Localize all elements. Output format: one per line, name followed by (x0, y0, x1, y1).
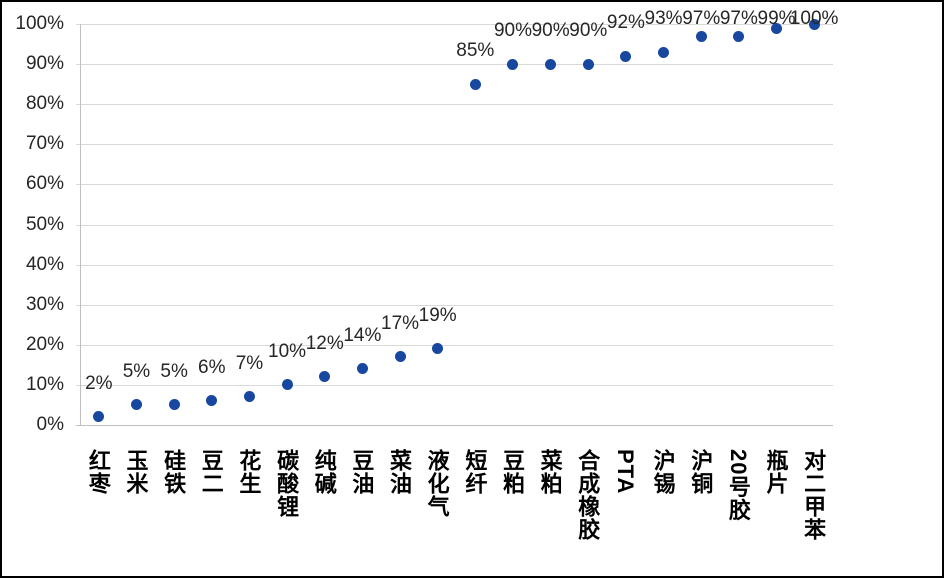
x-category-label: PTA (612, 449, 638, 495)
x-category-label: 碳酸锂 (274, 449, 300, 518)
data-point-label: 7% (235, 352, 264, 374)
data-point-label: 92% (606, 12, 645, 34)
x-category-label: 菜油 (387, 449, 413, 495)
gridline (76, 344, 833, 346)
y-tick-label: 70% (25, 133, 64, 155)
data-point (620, 50, 632, 62)
gridline (76, 384, 833, 386)
y-tick-label: 30% (25, 293, 64, 315)
data-point (206, 395, 218, 407)
x-category-label: 豆粕 (499, 449, 525, 495)
data-point-label: 17% (381, 312, 420, 334)
gridline (76, 24, 833, 25)
data-point-label: 90% (493, 20, 532, 42)
x-axis-line (76, 425, 833, 426)
data-point (243, 391, 255, 403)
data-point-label: 6% (198, 356, 226, 378)
y-tick-label: 40% (25, 253, 64, 275)
y-tick-label: 100% (15, 13, 64, 34)
gridline (76, 264, 833, 266)
data-point-label: 97% (682, 8, 721, 29)
y-tick-label: 60% (25, 173, 64, 195)
data-point-label: 85% (456, 40, 495, 62)
data-point (469, 78, 481, 90)
x-category-label: 玉米 (123, 449, 149, 495)
data-point (432, 343, 444, 355)
data-point-label: 90% (569, 20, 608, 42)
y-tick-label: 90% (25, 53, 64, 75)
data-point-label: 2% (85, 372, 113, 394)
x-category-label: 20号胶 (725, 449, 751, 522)
x-category-label: 沪锡 (650, 449, 676, 495)
y-tick-label: 50% (25, 213, 64, 235)
data-point (545, 58, 557, 70)
data-point (319, 371, 331, 383)
data-point-label: 100% (789, 8, 839, 29)
data-point (356, 363, 368, 375)
x-category-label: 硅铁 (161, 449, 187, 495)
gridline (76, 224, 833, 226)
y-tick-label: 20% (25, 333, 64, 355)
data-point-label: 99% (757, 8, 796, 29)
data-point (771, 22, 783, 34)
gridline (76, 104, 833, 106)
data-point (507, 58, 519, 70)
x-category-label: 瓶片 (763, 449, 789, 495)
y-axis-line (80, 24, 81, 426)
data-point-label: 12% (305, 332, 344, 354)
x-category-label: 纯碱 (311, 449, 337, 495)
gridline (76, 304, 833, 306)
data-point (582, 58, 594, 70)
y-tick-label: 10% (25, 373, 64, 395)
gridline (76, 144, 833, 146)
data-point (695, 30, 707, 42)
y-tick-label: 0% (36, 414, 64, 435)
x-category-label: 红枣 (85, 449, 111, 495)
data-point (394, 351, 406, 363)
data-point-label: 14% (343, 324, 382, 346)
data-point (658, 46, 670, 58)
x-category-label: 对二甲苯 (801, 449, 827, 541)
x-category-label: 豆油 (349, 449, 375, 495)
data-point (808, 18, 820, 30)
data-point-label: 5% (122, 360, 151, 382)
x-category-label: 合成橡胶 (575, 449, 601, 541)
data-point-label: 19% (418, 304, 457, 326)
data-point-label: 5% (160, 360, 188, 382)
data-point-label: 93% (644, 8, 683, 30)
data-point-label: 10% (268, 340, 307, 362)
data-point (281, 379, 293, 391)
data-point-label: 90% (531, 20, 570, 42)
x-category-label: 花生 (236, 449, 262, 495)
x-category-label: 短纤 (462, 449, 488, 495)
gridline (76, 184, 833, 186)
gridline (76, 64, 833, 66)
x-category-label: 豆二 (198, 449, 224, 495)
x-category-label: 沪铜 (688, 449, 714, 495)
data-point (168, 399, 180, 411)
data-point (130, 399, 142, 411)
data-point (93, 411, 105, 423)
data-point (733, 30, 745, 42)
data-point-label: 97% (719, 8, 758, 29)
x-category-label: 液化气 (424, 449, 450, 518)
y-tick-label: 80% (25, 93, 64, 115)
x-category-label: 菜粕 (537, 449, 563, 495)
